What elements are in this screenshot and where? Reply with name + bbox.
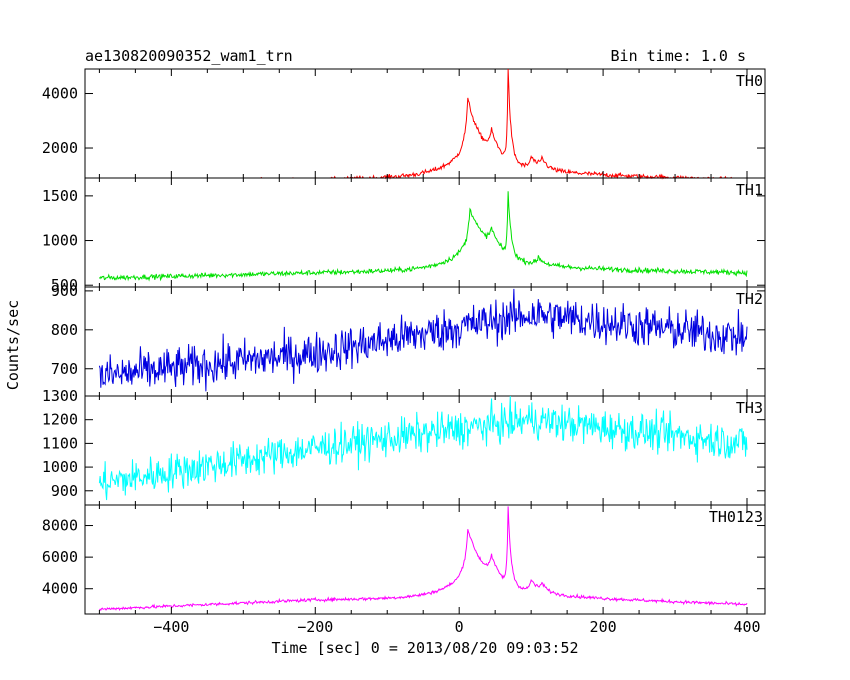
y-tick-label: 1300 <box>42 387 78 405</box>
panel-label-th2: TH2 <box>736 290 763 308</box>
x-tick-label: 200 <box>590 618 617 636</box>
x-tick-label: −400 <box>153 618 189 636</box>
y-axis-label: Counts/sec <box>4 300 22 390</box>
panel-label-th0: TH0 <box>736 72 763 90</box>
panel-label-th1: TH1 <box>736 181 763 199</box>
y-tick-label: 4000 <box>42 85 78 103</box>
y-tick-label: 500 <box>51 276 78 294</box>
panel-th3: 900 1000 1100 1200 1300 TH3 <box>42 387 766 506</box>
panel-label-th3: TH3 <box>736 399 763 417</box>
y-tick-label: 8000 <box>42 517 78 535</box>
panel-label-th0123: TH0123 <box>709 508 763 526</box>
panel-frame <box>84 68 766 179</box>
x-tick-label: −200 <box>297 618 333 636</box>
bin-time-label: Bin time: 1.0 s <box>611 47 746 65</box>
y-tick-label: 900 <box>51 482 78 500</box>
panel-th0: 2000 4000 TH0 <box>42 68 766 180</box>
x-tick-label: 0 <box>455 618 464 636</box>
y-tick-label: 900 <box>51 282 78 300</box>
x-axis: −400 −200 0 200 400 <box>153 618 760 636</box>
chart-title: ae130820090352_wam1_trn <box>85 47 293 65</box>
y-tick-label: 2000 <box>42 139 78 157</box>
panel-frame <box>84 177 766 288</box>
series-line-th0 <box>99 68 748 180</box>
panels: 2000 4000 TH0 500 1000 1500 TH1 700 800 900 TH2 900… <box>42 68 766 615</box>
panel-th1: 500 1000 1500 TH1 <box>42 177 766 294</box>
panel-frame <box>84 504 766 615</box>
x-axis-label: Time [sec] 0 = 2013/08/20 09:03:52 <box>271 639 578 657</box>
y-tick-label: 1200 <box>42 411 78 429</box>
y-tick-label: 4000 <box>42 580 78 598</box>
y-tick-label: 1000 <box>42 458 78 476</box>
series-line-th3 <box>98 395 748 501</box>
y-tick-label: 1000 <box>42 232 78 250</box>
series-line-th0123 <box>99 506 748 612</box>
y-tick-label: 700 <box>51 360 78 378</box>
panel-th2: 700 800 900 TH2 <box>51 282 766 397</box>
x-tick-label: 400 <box>733 618 760 636</box>
y-tick-label: 1500 <box>42 187 78 205</box>
series-line-th1 <box>98 191 748 282</box>
y-tick-label: 6000 <box>42 548 78 566</box>
y-tick-label: 800 <box>51 321 78 339</box>
y-tick-label: 1100 <box>42 434 78 452</box>
series-line-th2 <box>98 288 748 392</box>
panel-th0123: 4000 6000 8000 TH0123 <box>42 504 766 615</box>
